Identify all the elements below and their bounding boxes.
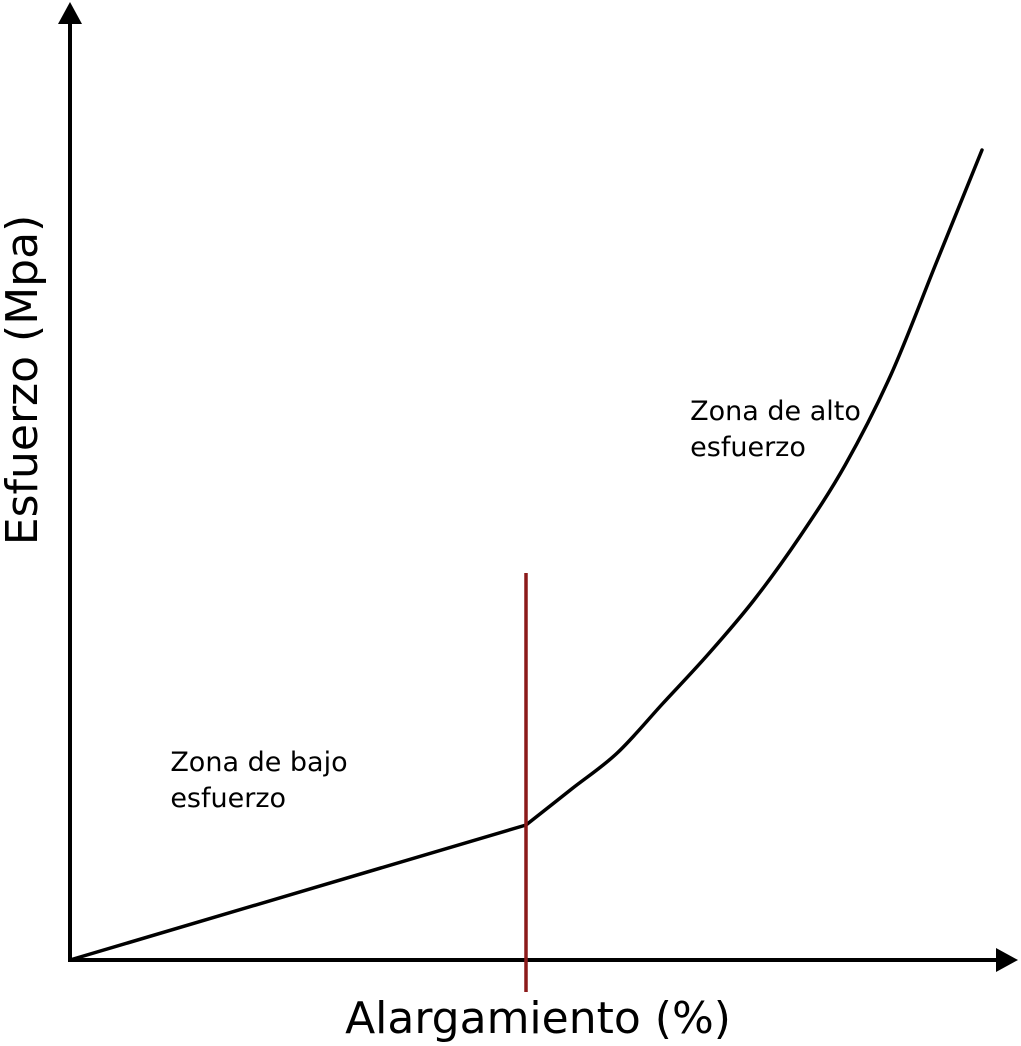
chart-labels: Zona de bajo esfuerzo Zona de alto esfuerzo: [170, 396, 861, 814]
zone-annotation-line: Zona de alto: [690, 396, 861, 427]
zone-annotation-line: esfuerzo: [170, 783, 286, 814]
x-axis-arrow: [996, 948, 1018, 972]
zone-annotation-line: Zona de bajo: [170, 747, 347, 778]
zone-annotation-line: esfuerzo: [690, 432, 806, 463]
axes: [58, 2, 1018, 972]
y-axis-label: Esfuerzo (Mpa): [0, 215, 48, 545]
zone-annotation-0: Zona de bajo esfuerzo: [170, 747, 347, 814]
zone-annotation-1: Zona de alto esfuerzo: [690, 396, 861, 463]
series-line-0: [68, 148, 984, 962]
y-axis-arrow: [58, 2, 82, 24]
x-axis-label: Alargamiento (%): [345, 993, 731, 1042]
chart-marks: [68, 148, 984, 992]
